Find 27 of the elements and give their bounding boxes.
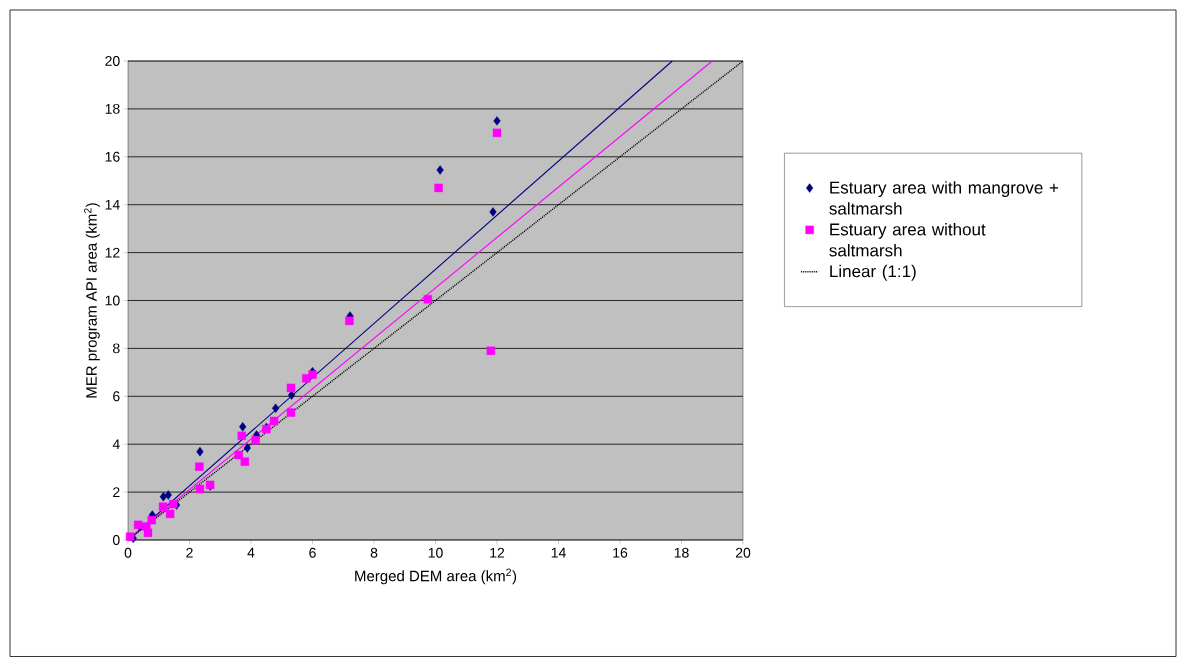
y-tick-label: 18	[105, 103, 120, 114]
y-tick-label: 20	[105, 56, 120, 66]
x-tick-label: 14	[551, 547, 566, 558]
x-tick-label: 2	[186, 547, 193, 558]
x-axis-title: Merged DEM area (km$^{2}$)	[355, 568, 517, 585]
legend-label: Estuary area without saltmarsh	[829, 222, 986, 257]
legend-label: Linear (1:1)	[830, 264, 916, 281]
y-tick-label: 10	[105, 295, 120, 306]
x-tick-label: 6	[309, 547, 316, 558]
x-tick-label: 16	[613, 547, 628, 558]
y-axis-title: MER program API area (km$^{2}$)	[84, 203, 100, 398]
x-tick-label: 20	[735, 547, 751, 558]
y-tick-label: 8	[113, 343, 120, 354]
y-tick-label: 4	[112, 439, 120, 450]
y-tick-label: 6	[113, 391, 120, 402]
x-tick-label: 18	[674, 547, 689, 558]
x-tick-label: 12	[490, 547, 505, 558]
legend-label: Estuary area with mangrove + saltmarsh	[829, 181, 1059, 215]
x-tick-label: 10	[428, 547, 443, 558]
y-tick-label: 12	[105, 247, 120, 258]
x-tick-label: 8	[370, 547, 378, 558]
x-tick-label: 0	[124, 547, 132, 558]
y-tick-label: 0	[112, 535, 120, 545]
y-tick-label: 16	[105, 151, 120, 162]
y-tick-label: 14	[105, 199, 120, 210]
x-tick-label: 4	[247, 547, 255, 558]
y-tick-label: 2	[113, 487, 120, 497]
